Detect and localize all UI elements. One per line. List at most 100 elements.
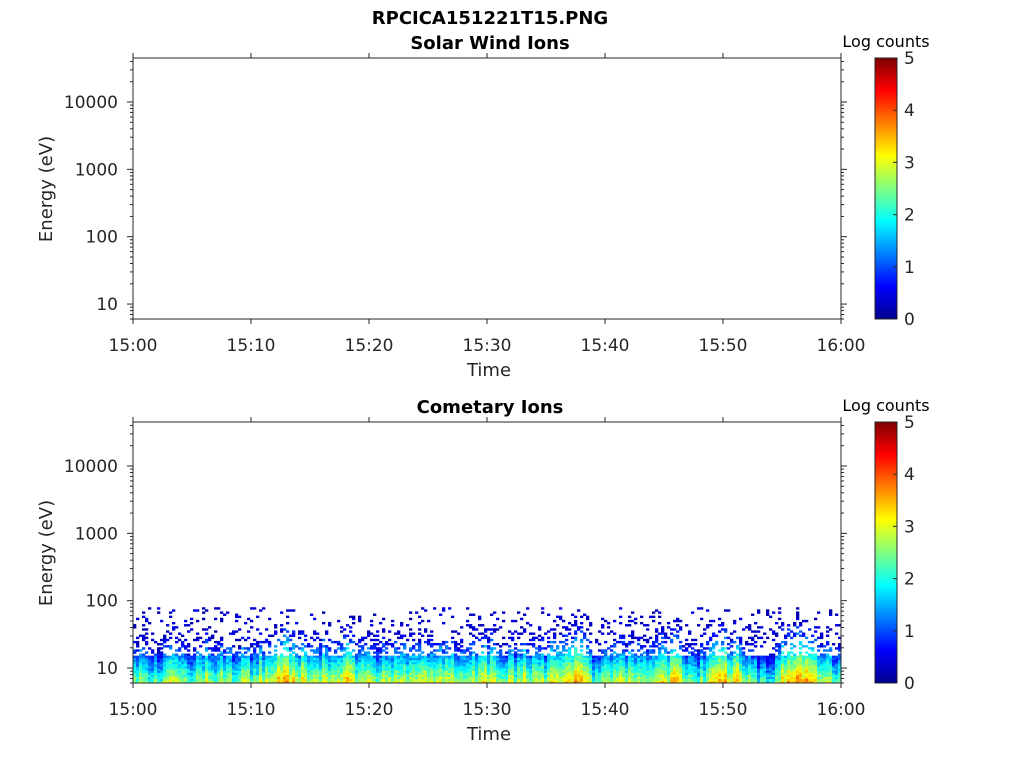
- heatmap-cell: [361, 670, 365, 673]
- heatmap-cell: [451, 676, 455, 680]
- heatmap-cell: [559, 615, 563, 619]
- heatmap-cell: [604, 649, 608, 652]
- heatmap-cell: [568, 672, 572, 675]
- heatmap-cell: [505, 674, 509, 677]
- heatmap-cell: [673, 680, 677, 684]
- heatmap-cell: [829, 649, 833, 652]
- heatmap-cell: [583, 659, 587, 663]
- heatmap-cell: [220, 664, 224, 667]
- colorbar: [874, 57, 898, 320]
- heatmap-cell: [256, 655, 260, 659]
- heatmap-cell: [820, 670, 824, 673]
- heatmap-cell: [208, 674, 212, 677]
- heatmap-cell: [187, 653, 191, 656]
- heatmap-cell: [163, 657, 167, 661]
- heatmap-cell: [595, 666, 599, 669]
- heatmap-cell: [607, 626, 611, 629]
- heatmap-cell: [325, 655, 329, 659]
- heatmap-cell: [454, 640, 458, 644]
- heatmap-cell: [340, 655, 344, 659]
- heatmap-cell: [391, 676, 395, 680]
- heatmap-cell: [136, 659, 140, 663]
- heatmap-cell: [487, 645, 491, 648]
- heatmap-cell: [157, 649, 161, 652]
- heatmap-cell: [697, 664, 701, 667]
- heatmap-cell: [145, 674, 149, 677]
- heatmap-cell: [529, 655, 533, 659]
- heatmap-cell: [562, 672, 566, 675]
- heatmap-cell: [706, 643, 710, 646]
- heatmap-cell: [598, 666, 602, 669]
- heatmap-cell: [709, 664, 713, 667]
- heatmap-cell: [490, 649, 494, 652]
- heatmap-cell: [379, 674, 383, 677]
- heatmap-cell: [475, 676, 479, 680]
- heatmap-cell: [364, 674, 368, 677]
- heatmap-cell: [250, 643, 254, 646]
- heatmap-cell: [820, 672, 824, 675]
- heatmap-cell: [703, 678, 707, 682]
- heatmap-cell: [787, 666, 791, 669]
- heatmap-cell: [211, 657, 215, 661]
- heatmap-cell: [628, 678, 632, 682]
- panel-title: Cometary Ions: [417, 397, 564, 418]
- heatmap-cell: [820, 653, 824, 656]
- heatmap-cell: [286, 636, 290, 640]
- heatmap-cell: [346, 643, 350, 646]
- heatmap-cell: [712, 634, 716, 637]
- heatmap-cell: [181, 640, 185, 644]
- heatmap-cell: [139, 657, 143, 661]
- heatmap-cell: [481, 645, 485, 648]
- heatmap-cell: [358, 672, 362, 675]
- heatmap-cell: [277, 657, 281, 661]
- heatmap-cell: [301, 659, 305, 663]
- heatmap-cell: [838, 624, 842, 627]
- heatmap-cell: [199, 674, 203, 677]
- heatmap-cell: [175, 668, 179, 671]
- heatmap-cell: [346, 655, 350, 659]
- heatmap-cell: [619, 621, 623, 625]
- panel-cometary-ions: Cometary Ions 15:00 15:10 15:20 15:30 15:40 1…: [36, 396, 930, 745]
- heatmap-cell: [232, 653, 236, 656]
- heatmap-cell: [700, 657, 704, 661]
- heatmap-cell: [481, 659, 485, 663]
- heatmap-cell: [352, 634, 356, 637]
- heatmap-cell: [373, 634, 377, 637]
- heatmap-cell: [748, 643, 752, 646]
- heatmap-cell: [292, 672, 296, 675]
- heatmap-cell: [307, 672, 311, 675]
- heatmap-cell: [241, 670, 245, 673]
- heatmap-cell: [337, 657, 341, 661]
- heatmap-cell: [334, 661, 338, 665]
- heatmap-cell: [490, 651, 494, 654]
- heatmap-cell: [787, 672, 791, 675]
- heatmap-cell: [418, 647, 422, 650]
- heatmap-cell: [832, 659, 836, 663]
- heatmap-cell: [538, 676, 542, 680]
- heatmap-cell: [736, 645, 740, 648]
- heatmap-cell: [193, 678, 197, 682]
- heatmap-cell: [691, 659, 695, 663]
- heatmap-cell: [574, 655, 578, 659]
- heatmap-cell: [136, 645, 140, 648]
- heatmap-cell: [418, 676, 422, 680]
- heatmap-cell: [541, 655, 545, 659]
- heatmap-cell: [754, 657, 758, 661]
- heatmap-cell: [322, 672, 326, 675]
- heatmap-cell: [295, 645, 299, 648]
- heatmap-cell: [673, 619, 677, 623]
- heatmap-cell: [676, 678, 680, 682]
- heatmap-cell: [625, 672, 629, 675]
- heatmap-cell: [187, 630, 191, 633]
- heatmap-cell: [703, 666, 707, 669]
- heatmap-cell: [277, 670, 281, 673]
- heatmap-cell: [643, 678, 647, 682]
- heatmap-cell: [637, 638, 641, 642]
- heatmap-cell: [421, 674, 425, 677]
- heatmap-cell: [820, 645, 824, 648]
- heatmap-cell: [133, 657, 137, 661]
- heatmap-cell: [691, 647, 695, 650]
- heatmap-cell: [457, 655, 461, 659]
- heatmap-cell: [724, 655, 728, 659]
